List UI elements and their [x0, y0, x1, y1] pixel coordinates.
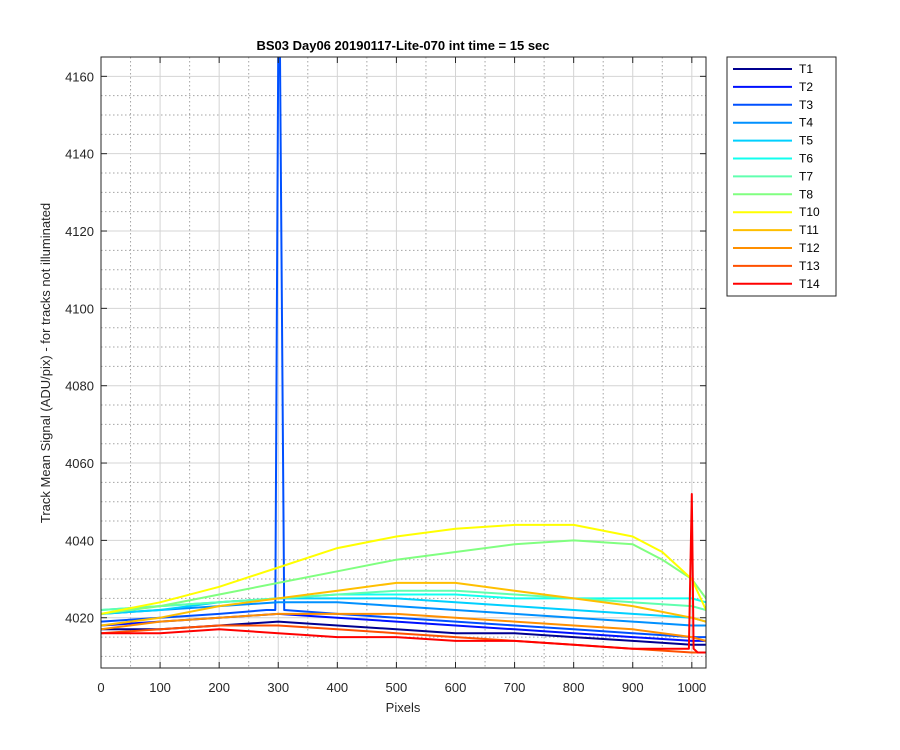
legend-label-T7: T7 [799, 169, 813, 183]
legend-label-T14: T14 [799, 277, 820, 291]
plot-background [101, 57, 706, 668]
x-tick-label: 1000 [677, 680, 706, 695]
y-tick-label: 4100 [65, 301, 94, 316]
x-tick-label: 100 [149, 680, 171, 695]
y-tick-labels: 4020 4040 4060 4080 4100 4120 4140 4160 [65, 69, 94, 625]
series-line-T12 [101, 612, 706, 642]
x-tick-labels: 0 100 200 300 400 500 600 700 800 900 1000 [97, 680, 706, 695]
y-tick-label: 4080 [65, 379, 94, 394]
legend-label-T4: T4 [799, 116, 813, 130]
series-line-T8 [101, 539, 706, 615]
legend-label-T12: T12 [799, 241, 820, 255]
plot-frame [100, 56, 707, 669]
x-tick-label: 400 [326, 680, 348, 695]
y-tick-label: 4160 [65, 69, 94, 84]
chart-title: BS03 Day06 20190117-Lite-070 int time = … [256, 38, 549, 53]
y-tick-label: 4120 [65, 224, 94, 239]
legend-label-T3: T3 [799, 98, 813, 112]
series-line-T10 [101, 523, 706, 615]
legend-label-T10: T10 [799, 205, 820, 219]
x-tick-label: 900 [622, 680, 644, 695]
y-axis-label: Track Mean Signal (ADU/pix) - for tracks… [38, 203, 53, 523]
y-tick-label: 4140 [65, 147, 94, 162]
legend-label-T13: T13 [799, 259, 820, 273]
series-line-T7 [101, 589, 706, 611]
legend-label-T6: T6 [799, 152, 813, 166]
series-line-T14 [101, 493, 706, 654]
axis-ticks [100, 57, 706, 668]
y-tick-label: 4060 [65, 456, 94, 471]
legend-label-T2: T2 [799, 80, 813, 94]
x-tick-label: 300 [267, 680, 289, 695]
x-tick-label: 0 [97, 680, 104, 695]
series-lines [101, 57, 706, 654]
x-tick-label: 200 [208, 680, 230, 695]
x-tick-label: 800 [563, 680, 585, 695]
legend-label-T1: T1 [799, 62, 813, 76]
series-line-T4 [101, 601, 706, 627]
x-tick-label: 700 [504, 680, 526, 695]
y-tick-label: 4020 [65, 611, 94, 626]
legend-label-T11: T11 [799, 223, 819, 237]
legend-label-T8: T8 [799, 187, 813, 201]
legend: T1 T2 T3 T4 T5 T6 T7 T8 T10 T11 T12 T13 T14 [726, 56, 837, 297]
series-line-T3 [101, 57, 706, 639]
x-tick-label: 500 [386, 680, 408, 695]
x-tick-label: 600 [445, 680, 467, 695]
y-tick-label: 4040 [65, 533, 94, 548]
x-axis-label: Pixels [386, 700, 421, 715]
legend-label-T5: T5 [799, 134, 813, 148]
series-line-T11 [101, 581, 706, 627]
